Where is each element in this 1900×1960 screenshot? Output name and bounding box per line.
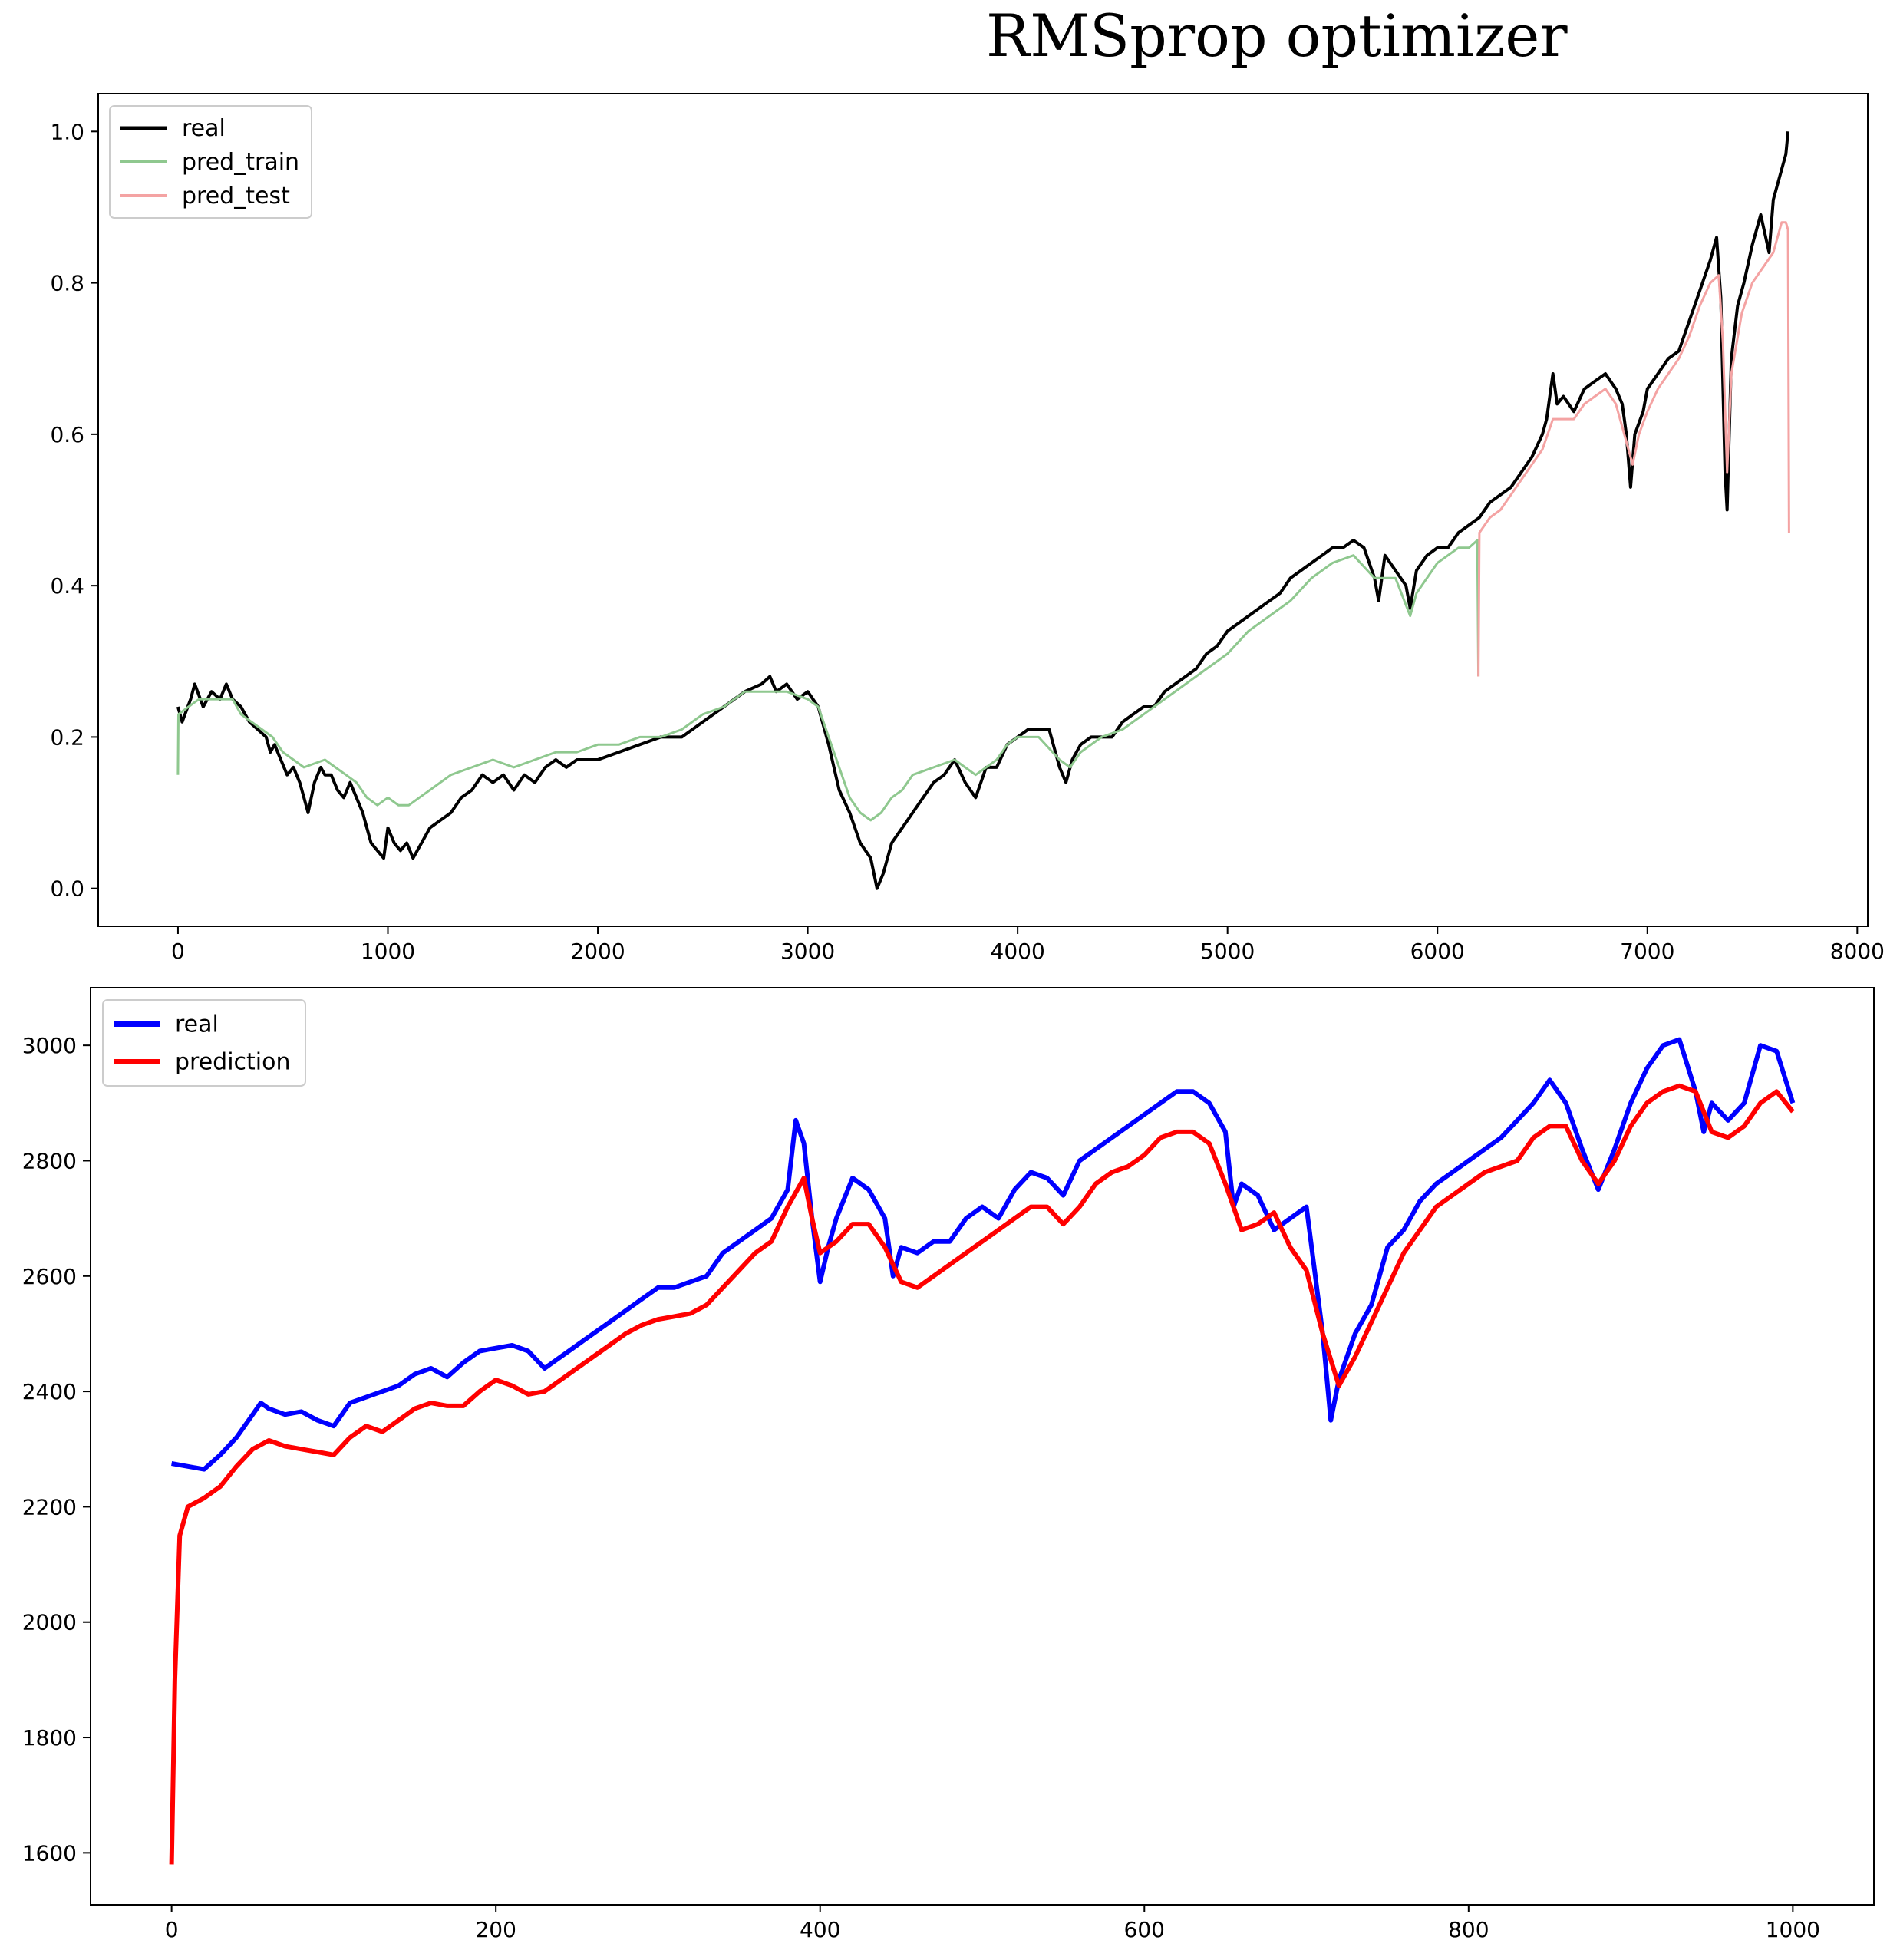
x-tick-label: 400 — [800, 1917, 840, 1942]
x-tick-label: 600 — [1124, 1917, 1165, 1942]
y-tick-label: 0.0 — [50, 876, 84, 902]
axes-frame — [90, 987, 1875, 1906]
x-tick-label: 1000 — [361, 939, 415, 964]
x-tick-label: 0 — [165, 1917, 179, 1942]
y-tick-label: 2400 — [22, 1379, 77, 1404]
legend-label-pred-train: pred_train — [182, 149, 299, 176]
y-tick-label: 0.4 — [50, 573, 84, 599]
y-tick-label: 1800 — [22, 1725, 77, 1750]
y-tick-label: 2200 — [22, 1494, 77, 1519]
series-line-prediction — [169, 1083, 1795, 1865]
x-tick-label: 800 — [1448, 1917, 1489, 1942]
legend-label-pred-test: pred_test — [182, 183, 290, 210]
chart-top: 0 1000 2000 3000 4000 5000 6000 7000 8000 0.0 0.2 0… — [50, 93, 1885, 964]
legend-label-real: real — [175, 1011, 219, 1038]
legend: real pred_train pred_test — [109, 105, 312, 219]
legend-label-prediction: prediction — [175, 1049, 291, 1076]
y-tick-label: 0.8 — [50, 271, 84, 296]
y-tick-label: 2000 — [22, 1610, 77, 1635]
y-tick-label: 3000 — [22, 1033, 77, 1058]
legend-label-real: real — [182, 115, 226, 142]
legend-box — [109, 105, 312, 219]
x-tick-label: 8000 — [1830, 939, 1885, 964]
y-tick-label: 0.6 — [50, 422, 84, 447]
legend: real prediction — [102, 999, 306, 1087]
x-tick-label: 6000 — [1410, 939, 1465, 964]
y-tick-label: 0.2 — [50, 724, 84, 750]
series-line-pred-test — [1477, 221, 1790, 677]
y-tick-label: 1600 — [22, 1840, 77, 1866]
x-tick-label: 200 — [475, 1917, 516, 1942]
y-tick-label: 2800 — [22, 1148, 77, 1173]
x-tick-label: 1000 — [1766, 1917, 1820, 1942]
x-tick-label: 2000 — [570, 939, 625, 964]
y-tick-label: 1.0 — [50, 119, 84, 144]
series-line-pred-train — [176, 539, 1480, 822]
chart-bottom: 0 200 400 600 800 1000 1600 1800 2000 2200 2400 260… — [22, 987, 1875, 1942]
x-tick-label: 7000 — [1620, 939, 1674, 964]
series-line-real — [176, 131, 1790, 890]
series-line-real — [171, 1037, 1796, 1472]
axes-frame — [97, 93, 1869, 927]
x-tick-label: 3000 — [780, 939, 835, 964]
x-tick-label: 4000 — [991, 939, 1045, 964]
y-tick-label: 2600 — [22, 1264, 77, 1289]
x-tick-label: 0 — [171, 939, 185, 964]
page-title: RMSprop optimizer — [986, 2, 1568, 70]
x-tick-label: 5000 — [1200, 939, 1255, 964]
